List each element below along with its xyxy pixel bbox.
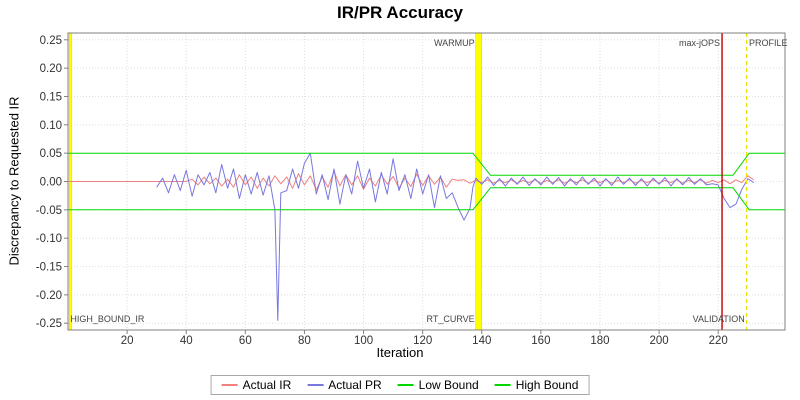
series-actual-pr bbox=[156, 152, 754, 321]
annotation-validation: VALIDATION bbox=[693, 314, 745, 324]
y-tick-label: -0.20 bbox=[36, 290, 62, 302]
y-tick-label: -0.15 bbox=[36, 262, 62, 274]
x-tick-label: 100 bbox=[354, 335, 373, 347]
y-tick-label: 0.20 bbox=[40, 63, 62, 75]
chart-title: IR/PR Accuracy bbox=[337, 3, 463, 22]
x-tick-label: 200 bbox=[650, 335, 669, 347]
legend-swatch-low-bound bbox=[397, 384, 414, 386]
x-tick-label: 160 bbox=[531, 335, 550, 347]
annotation-profile: PROFILE bbox=[749, 38, 788, 48]
series-low-bound bbox=[68, 187, 785, 211]
y-tick-label: -0.25 bbox=[36, 318, 62, 330]
x-tick-label: 120 bbox=[413, 335, 432, 347]
annotation-rt-curve: RT_CURVE bbox=[426, 314, 474, 324]
annotation-high-bound-ir: HIGH_BOUND_IR bbox=[70, 314, 145, 324]
x-tick-label: 140 bbox=[472, 335, 491, 347]
legend-swatch-high-bound bbox=[494, 384, 511, 386]
legend-label: Low Bound bbox=[418, 378, 479, 392]
y-tick-label: 0.05 bbox=[40, 148, 62, 160]
x-tick-label: 80 bbox=[298, 335, 311, 347]
y-tick-label: 0.00 bbox=[40, 177, 62, 189]
x-tick-label: 220 bbox=[709, 335, 728, 347]
x-axis-label: Iteration bbox=[376, 345, 424, 360]
legend-entry-low-bound: Low Bound bbox=[397, 378, 479, 392]
annotation-max-jops: max-jOPS bbox=[679, 38, 720, 48]
legend-label: High Bound bbox=[515, 378, 579, 392]
y-tick-label: 0.15 bbox=[40, 91, 62, 103]
x-tick-label: 180 bbox=[590, 335, 609, 347]
legend-entry-high-bound: High Bound bbox=[494, 378, 579, 392]
legend-label: Actual IR bbox=[242, 378, 292, 392]
x-tick-label: 60 bbox=[239, 335, 252, 347]
x-tick-label: 20 bbox=[121, 335, 134, 347]
legend-swatch-actual-ir bbox=[221, 384, 238, 386]
series-high-bound bbox=[68, 152, 785, 176]
y-tick-label: -0.05 bbox=[36, 205, 62, 217]
x-tick-label: 40 bbox=[180, 335, 193, 347]
y-tick-label: -0.10 bbox=[36, 233, 62, 245]
legend: Actual IR Actual PR Low Bound High Bound bbox=[210, 375, 590, 395]
legend-entry-actual-pr: Actual PR bbox=[307, 378, 382, 392]
y-tick-label: 0.25 bbox=[40, 35, 62, 47]
annotation-warmup: WARMUP bbox=[434, 38, 475, 48]
y-tick-label: 0.10 bbox=[40, 120, 62, 132]
legend-swatch-actual-pr bbox=[307, 384, 324, 386]
legend-label: Actual PR bbox=[328, 378, 382, 392]
legend-entry-actual-ir: Actual IR bbox=[221, 378, 292, 392]
